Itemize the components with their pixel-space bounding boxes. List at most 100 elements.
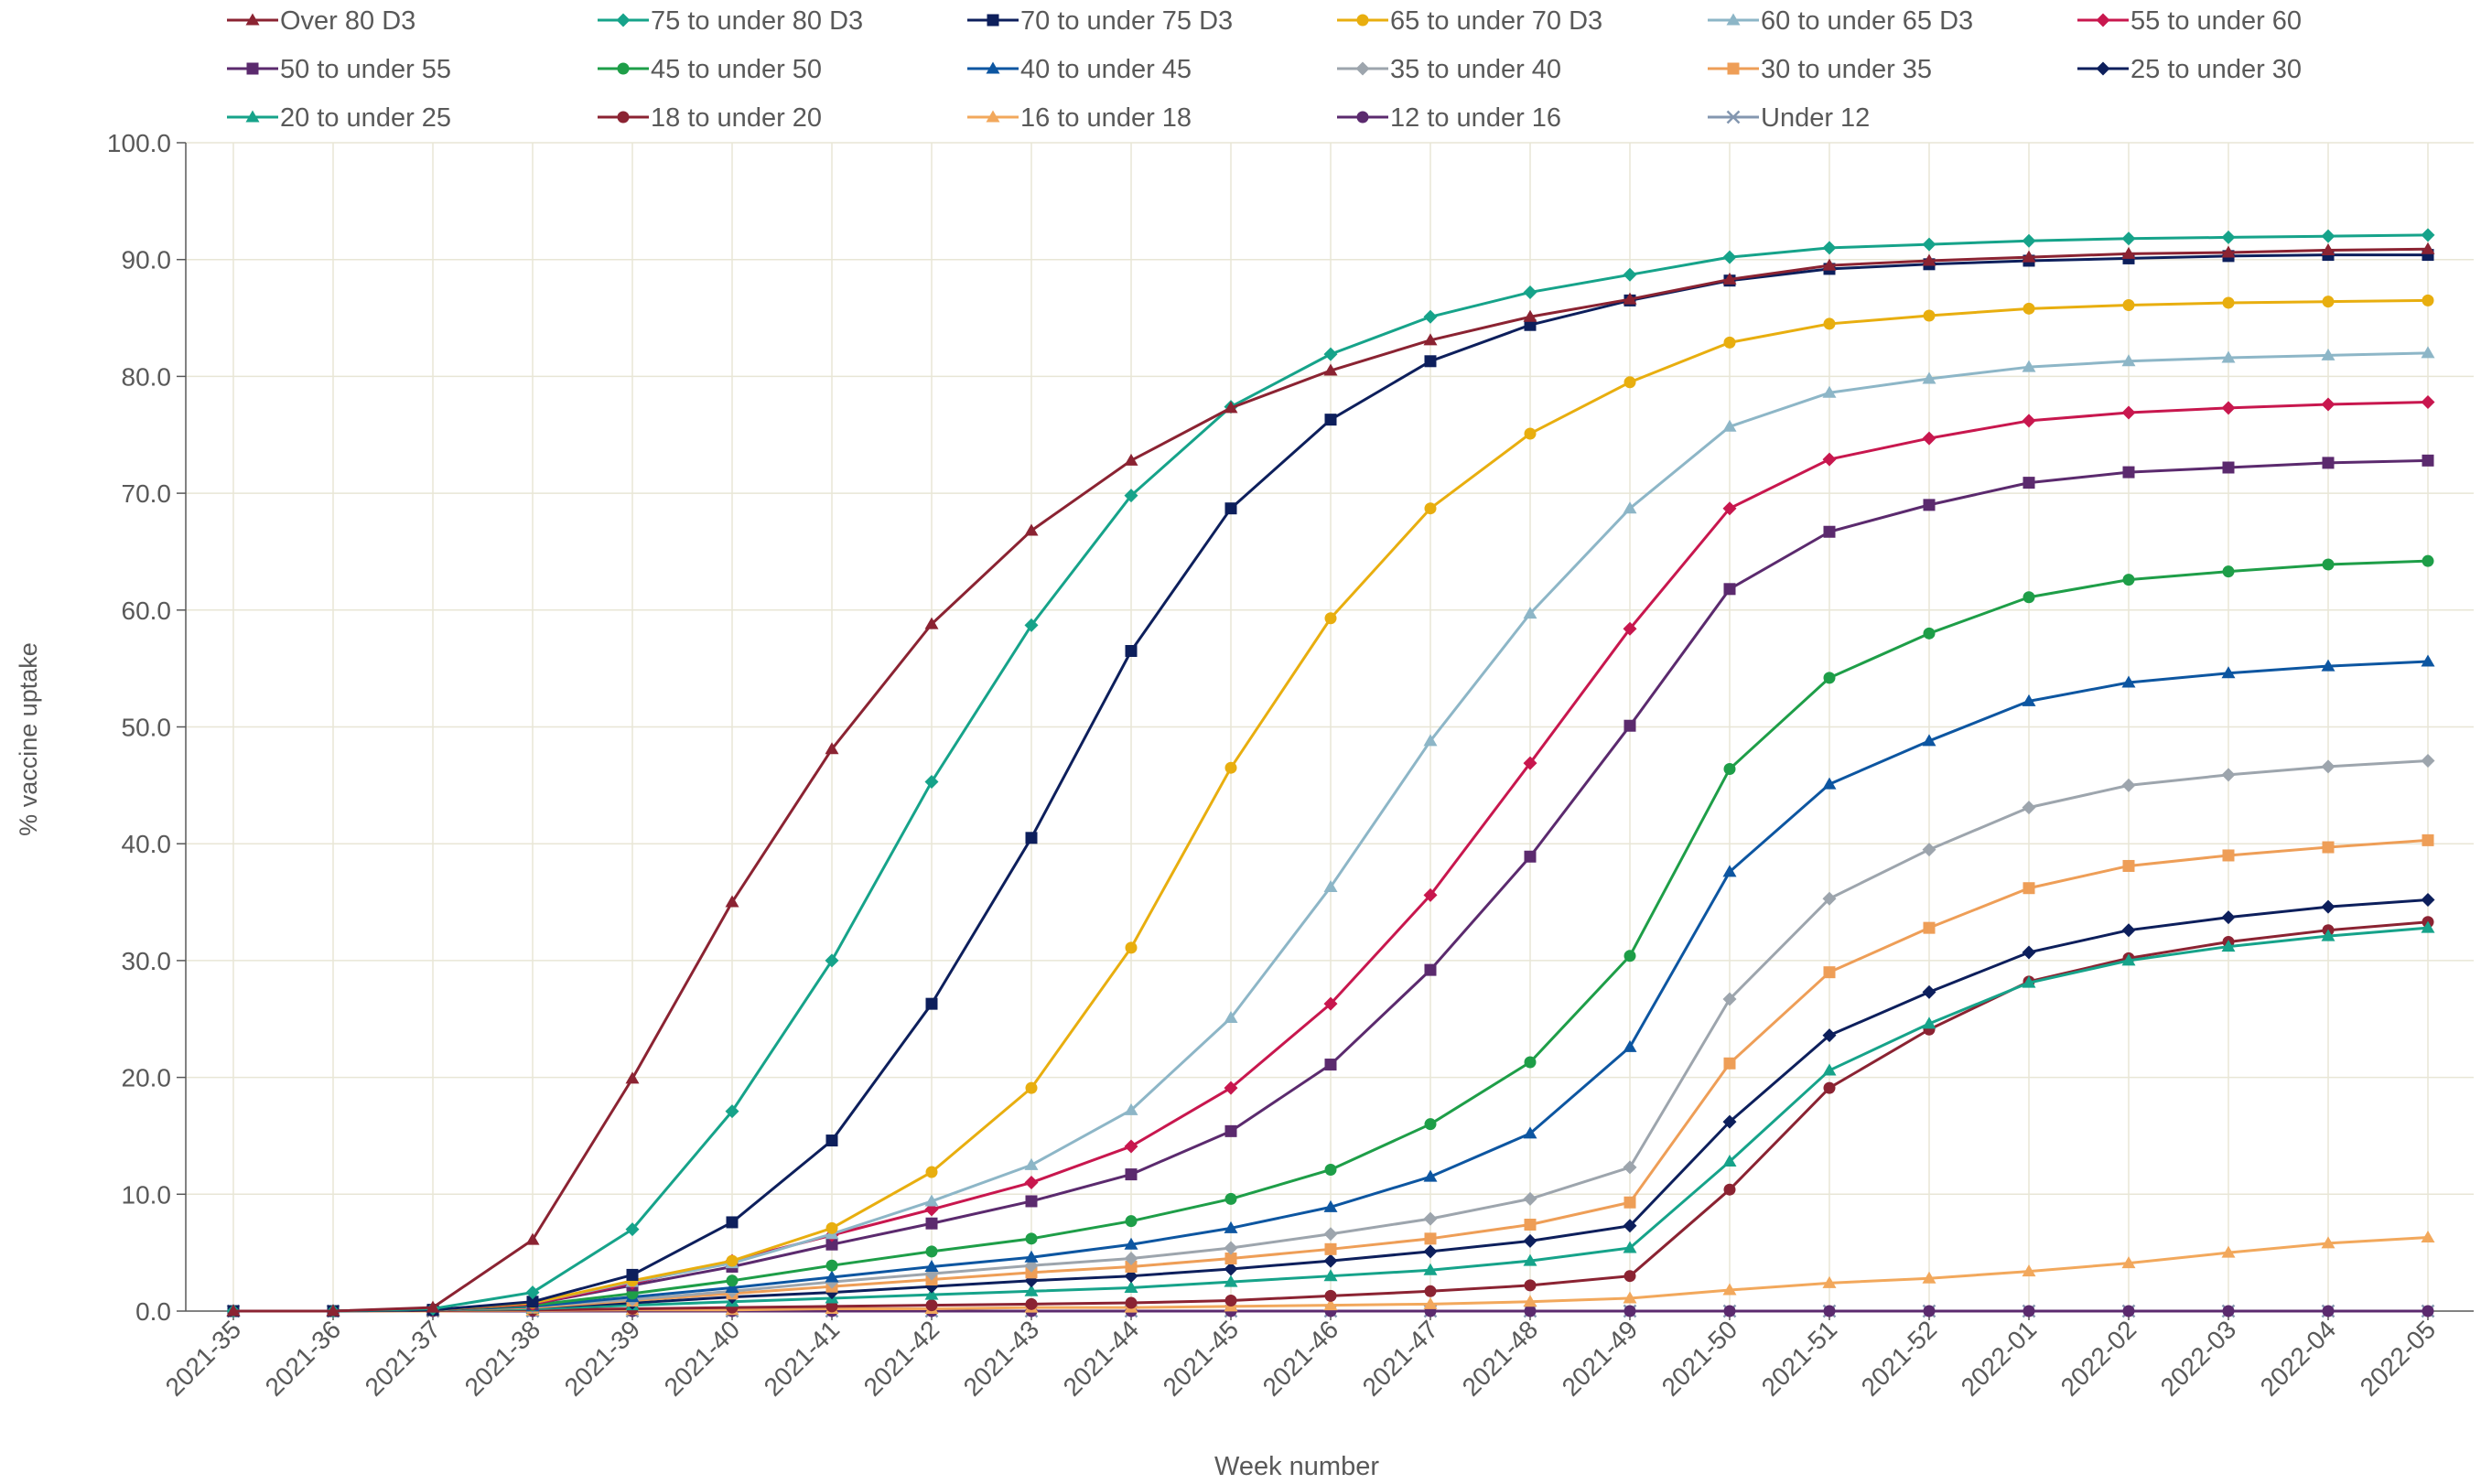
- data-point: [1623, 1305, 1636, 1317]
- data-point: [626, 1268, 639, 1281]
- data-point: [1024, 1157, 1039, 1170]
- data-point: [1423, 887, 1438, 902]
- data-point: [2321, 929, 2335, 941]
- data-point: [1523, 285, 1537, 299]
- data-point: [2122, 859, 2135, 872]
- y-tick-label: 0.0: [135, 1297, 171, 1326]
- data-point: [2221, 230, 2236, 244]
- data-point: [1922, 371, 1936, 384]
- data-point: [2321, 759, 2335, 774]
- legend-swatch-marker: [987, 14, 999, 27]
- y-tick-label: 70.0: [122, 479, 172, 508]
- legend-swatch-marker: [245, 13, 260, 26]
- legend-swatch-marker: [1356, 111, 1369, 124]
- data-point: [2321, 242, 2335, 255]
- legend-item: 55 to under 60: [2077, 6, 2302, 36]
- data-point: [1424, 963, 1437, 976]
- legend: Over 80 D3 75 to under 80 D3 70 to under 7…: [227, 6, 2302, 133]
- legend-item: 18 to under 20: [598, 103, 822, 133]
- legend-label: 60 to under 65 D3: [1761, 6, 1973, 36]
- data-point: [2121, 953, 2136, 966]
- data-point: [1025, 1266, 1038, 1279]
- legend-item: Under 12: [1708, 103, 1870, 133]
- legend-item: 40 to under 45: [967, 55, 1192, 84]
- data-point: [1423, 1296, 1438, 1309]
- data-point: [625, 1222, 640, 1237]
- data-point: [1224, 1262, 1238, 1276]
- data-point: [1723, 336, 1736, 349]
- data-point: [1423, 333, 1438, 346]
- data-point: [1823, 525, 1836, 538]
- data-point: [1224, 1081, 1238, 1095]
- data-point: [1524, 850, 1537, 863]
- data-point: [1025, 1232, 1038, 1245]
- data-point: [1523, 756, 1537, 770]
- data-point: [1025, 1081, 1038, 1094]
- data-point: [925, 1299, 938, 1312]
- data-point: [2122, 299, 2135, 312]
- data-point: [1224, 502, 1237, 515]
- data-point: [1722, 250, 1737, 264]
- data-point: [1024, 1176, 1039, 1190]
- data-point: [1723, 1183, 1736, 1196]
- legend-item: 50 to under 55: [227, 55, 451, 84]
- data-point: [2122, 466, 2135, 479]
- legend-item: 35 to under 40: [1337, 55, 1561, 84]
- series-65-to-under-70-d3: [227, 294, 2434, 1317]
- data-point: [2122, 574, 2135, 586]
- data-point: [825, 1259, 838, 1272]
- data-point: [1124, 1139, 1138, 1154]
- data-point: [1922, 1271, 1936, 1284]
- data-point: [825, 1135, 838, 1147]
- data-point: [1323, 1199, 1338, 1212]
- data-point: [1623, 1270, 1636, 1283]
- legend-label: 16 to under 18: [1020, 103, 1192, 133]
- data-point: [1224, 1295, 1237, 1307]
- legend-label: 65 to under 70 D3: [1390, 6, 1602, 36]
- data-point: [1623, 292, 1637, 305]
- data-point: [1722, 1283, 1737, 1296]
- data-point: [2023, 882, 2035, 895]
- data-point: [1822, 385, 1837, 398]
- y-tick-label: 10.0: [122, 1180, 172, 1209]
- data-point: [2221, 768, 2236, 782]
- data-point: [1423, 734, 1438, 747]
- data-point: [2421, 754, 2435, 769]
- data-point: [1224, 401, 1238, 414]
- legend-swatch-marker: [986, 110, 1000, 123]
- legend-item: 60 to under 65 D3: [1708, 6, 1973, 36]
- legend-label: 12 to under 16: [1390, 103, 1561, 133]
- data-point: [925, 1166, 938, 1178]
- data-point: [1124, 1252, 1138, 1266]
- data-point: [1423, 1244, 1438, 1259]
- legend-swatch-marker: [246, 62, 259, 75]
- legend-label: 70 to under 75 D3: [1020, 6, 1233, 36]
- legend-label: 25 to under 30: [2130, 55, 2302, 84]
- data-point: [1323, 879, 1338, 892]
- data-point: [825, 742, 839, 755]
- data-point: [1822, 1028, 1837, 1043]
- data-point: [1124, 1102, 1138, 1115]
- legend-swatch-marker: [2096, 13, 2110, 27]
- data-point: [1523, 1233, 1537, 1248]
- data-point: [2022, 801, 2036, 815]
- data-point: [2421, 394, 2435, 409]
- data-point: [1424, 355, 1437, 368]
- data-point: [1424, 1118, 1437, 1131]
- data-point: [2221, 350, 2236, 363]
- legend-label: 20 to under 25: [280, 103, 451, 133]
- data-point: [2421, 654, 2435, 667]
- data-point: [1524, 1279, 1537, 1292]
- data-point: [1623, 950, 1636, 962]
- data-point: [1324, 1163, 1337, 1176]
- data-point: [1024, 618, 1039, 632]
- data-point: [2022, 1264, 2036, 1277]
- data-point: [1524, 1056, 1537, 1069]
- data-point: [2321, 229, 2335, 243]
- data-point: [726, 1254, 739, 1267]
- data-point: [1623, 621, 1637, 636]
- data-point: [2221, 940, 2236, 952]
- data-point: [2022, 250, 2036, 263]
- data-point: [825, 1300, 838, 1313]
- series-40-to-under-45: [226, 654, 2435, 1317]
